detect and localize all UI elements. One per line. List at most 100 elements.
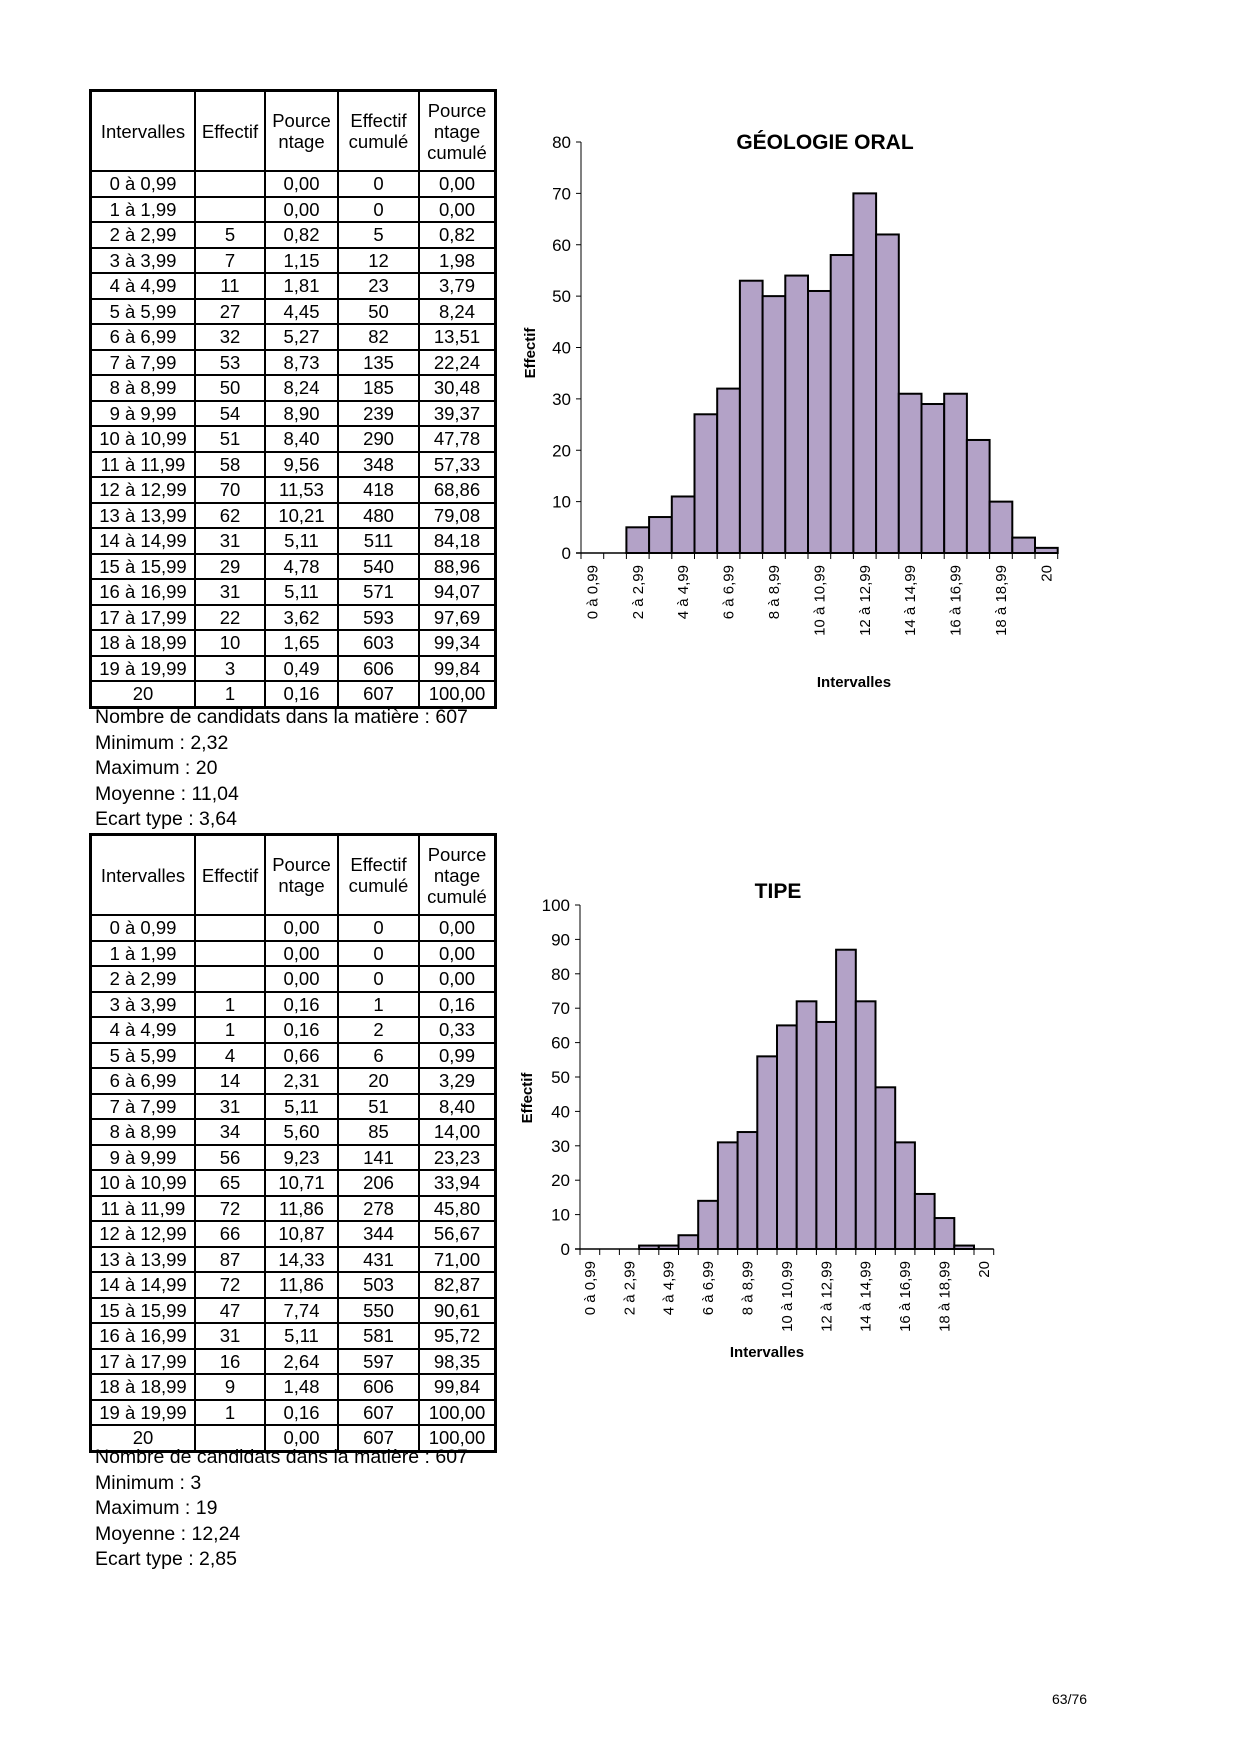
cell-interval: 9 à 9,99 [89, 399, 196, 427]
summary-line: Maximum : 20 [95, 757, 218, 779]
cell-interval: 10 à 10,99 [89, 1169, 196, 1197]
y-tick-label: 90 [551, 930, 570, 949]
summary-line: Ecart type : 3,64 [95, 808, 237, 830]
cell-effectif-cumule: 348 [337, 450, 420, 478]
cell-effectif: 16 [194, 1347, 266, 1375]
histogram-bar [913, 1192, 936, 1250]
cell-pourcentage-cumule: 23,23 [418, 1143, 497, 1171]
histogram-bar [897, 392, 923, 554]
geologie-oral-frequency-table: Intervalles Effectif Pource ntage Effectif … [89, 89, 497, 709]
histogram-bar [920, 403, 946, 555]
table-row: 0 à 0,99 0,00 0 0,00 [89, 914, 497, 942]
cell-interval: 2 à 2,99 [89, 965, 196, 993]
tipe-frequency-table: Intervalles Effectif Pource ntage Effectif … [89, 833, 497, 1453]
cell-effectif: 10 [194, 629, 266, 657]
cell-pourcentage: 9,56 [264, 450, 339, 478]
table-row: 12 à 12,99 70 11,53 418 68,86 [89, 476, 497, 504]
cell-effectif-cumule: 12 [337, 246, 420, 274]
geologie-oral-summary: Nombre de candidats dans la matière : 60… [95, 705, 468, 833]
summary-line: Moyenne : 12,24 [95, 1522, 241, 1545]
cell-effectif-cumule: 344 [337, 1220, 420, 1248]
x-tick-label: 10 à 10,99 [779, 1261, 796, 1332]
table-row: 3 à 3,99 1 0,16 1 0,16 [89, 990, 497, 1018]
cell-effectif: 1 [194, 680, 266, 708]
cell-pourcentage: 0,00 [264, 195, 339, 223]
table-row: 17 à 17,99 22 3,62 593 97,69 [89, 603, 497, 631]
header-interval: Intervalles [89, 89, 196, 172]
cell-interval: 20 [89, 1424, 196, 1452]
cell-interval: 14 à 14,99 [89, 1271, 196, 1299]
x-tick-label: 16 à 16,99 [897, 1261, 914, 1332]
y-axis-title: Effectif [519, 1072, 536, 1124]
cell-pourcentage-cumule: 82,87 [418, 1271, 497, 1299]
cell-pourcentage-cumule: 97,69 [418, 603, 497, 631]
cell-pourcentage: 0,16 [264, 680, 339, 708]
summary-line: Moyenne : 11,04 [95, 782, 239, 805]
cell-pourcentage: 14,33 [264, 1245, 339, 1273]
x-tick-label: 6 à 6,99 [700, 1261, 717, 1315]
x-tick-label: 16 à 16,99 [948, 565, 965, 636]
histogram-bar [670, 495, 696, 554]
cell-effectif-cumule: 135 [337, 348, 420, 376]
cell-pourcentage-cumule: 57,33 [418, 450, 497, 478]
cell-pourcentage-cumule: 13,51 [418, 323, 497, 351]
table-row: 15 à 15,99 29 4,78 540 88,96 [89, 552, 497, 580]
histogram-bar [736, 1131, 759, 1251]
cell-effectif: 65 [194, 1169, 266, 1197]
cell-pourcentage: 11,86 [264, 1271, 339, 1299]
table-row: 7 à 7,99 53 8,73 135 22,24 [89, 348, 497, 376]
table-row: 4 à 4,99 1 0,16 2 0,33 [89, 1016, 497, 1044]
cell-pourcentage-cumule: 100,00 [418, 1398, 497, 1426]
header-effectif: Effectif [194, 833, 266, 916]
table-row: 16 à 16,99 31 5,11 571 94,07 [89, 578, 497, 606]
histogram-bar [716, 1141, 739, 1250]
cell-interval: 9 à 9,99 [89, 1143, 196, 1171]
cell-effectif: 31 [194, 1322, 266, 1350]
cell-effectif: 62 [194, 501, 266, 529]
cell-pourcentage-cumule: 0,00 [418, 914, 497, 942]
cell-effectif: 11 [194, 272, 266, 300]
cell-pourcentage-cumule: 99,34 [418, 629, 497, 657]
header-pourcentage: Pource ntage [264, 89, 339, 172]
y-tick-label: 30 [552, 390, 571, 409]
y-tick-label: 30 [551, 1137, 570, 1156]
table-row: 20 1 0,16 607 100,00 [89, 680, 497, 708]
tipe-summary: Nombre de candidats dans la matière : 60… [95, 1445, 468, 1573]
histogram-bar [697, 1199, 719, 1250]
cell-pourcentage-cumule: 0,16 [418, 990, 497, 1018]
cell-pourcentage: 0,00 [264, 914, 339, 942]
histogram-bar [776, 1024, 798, 1251]
cell-effectif-cumule: 593 [337, 603, 420, 631]
cell-pourcentage: 0,00 [264, 1424, 339, 1452]
cell-pourcentage-cumule: 99,84 [418, 654, 497, 682]
cell-pourcentage-cumule: 0,33 [418, 1016, 497, 1044]
table-row: 2 à 2,99 0,00 0 0,00 [89, 965, 497, 993]
x-tick-label: 8 à 8,99 [739, 1261, 756, 1315]
cell-effectif: 34 [194, 1118, 266, 1146]
histogram-bar [625, 526, 651, 554]
cell-pourcentage: 11,86 [264, 1194, 339, 1222]
histogram-bar [965, 438, 991, 555]
cell-pourcentage: 0,16 [264, 990, 339, 1018]
cell-effectif-cumule: 0 [337, 965, 420, 993]
cell-pourcentage-cumule: 88,96 [418, 552, 497, 580]
histogram-bar [648, 516, 673, 554]
summary-line: Minimum : 2,32 [95, 731, 229, 754]
y-tick-label: 40 [551, 1102, 570, 1121]
table-row: 11 à 11,99 58 9,56 348 57,33 [89, 450, 497, 478]
cell-effectif-cumule: 418 [337, 476, 420, 504]
histogram-bar [829, 254, 855, 554]
cell-interval: 20 [89, 680, 196, 708]
summary-line: Maximum : 19 [95, 1497, 218, 1519]
cell-pourcentage-cumule: 1,98 [418, 246, 497, 274]
y-tick-label: 20 [552, 441, 571, 460]
table-row: 20 0,00 607 100,00 [89, 1424, 497, 1452]
cell-pourcentage-cumule: 8,24 [418, 297, 497, 325]
histogram-bar [677, 1234, 700, 1250]
x-tick-label: 0 à 0,99 [582, 1261, 599, 1315]
histogram-bar [933, 1217, 956, 1251]
x-tick-label: 12 à 12,99 [818, 1261, 835, 1332]
chart-title: GÉOLOGIE ORAL [736, 131, 914, 154]
header-pourcentage: Pource ntage [264, 833, 339, 916]
table-row: 3 à 3,99 7 1,15 12 1,98 [89, 246, 497, 274]
